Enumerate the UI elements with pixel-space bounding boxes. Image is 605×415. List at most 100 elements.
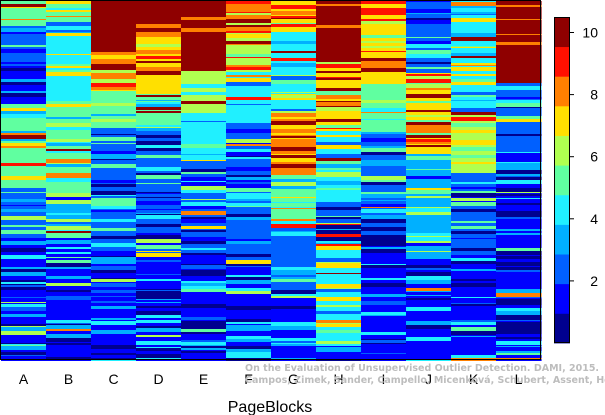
- heatmap-cell: [271, 263, 317, 267]
- heatmap-cell: [181, 84, 227, 88]
- heatmap-cell: [91, 270, 137, 273]
- heatmap-cell: [136, 119, 182, 123]
- heatmap-cell: [1, 320, 47, 324]
- heatmap-cell: [91, 6, 137, 7]
- heatmap-cell: [496, 316, 542, 320]
- heatmap-cell: [406, 50, 452, 54]
- heatmap-cell: [451, 66, 497, 67]
- heatmap-cell: [91, 45, 137, 48]
- heatmap-cell: [406, 252, 452, 254]
- heatmap-cell: [496, 199, 542, 203]
- heatmap-cell: [361, 323, 407, 327]
- heatmap-cell: [361, 182, 407, 185]
- heatmap-cell: [46, 179, 92, 182]
- heatmap-cell: [136, 12, 182, 15]
- heatmap-cell: [181, 270, 227, 272]
- heatmap-cell: [136, 222, 182, 224]
- heatmap-cell: [361, 297, 407, 301]
- heatmap-cell: [451, 85, 497, 88]
- heatmap-cell: [316, 20, 362, 22]
- heatmap-cell: [1, 227, 47, 229]
- heatmap-cell: [451, 331, 497, 334]
- heatmap-cell: [361, 264, 407, 265]
- heatmap-cell: [226, 111, 272, 112]
- heatmap-cell: [181, 28, 227, 32]
- heatmap-cell: [316, 107, 362, 111]
- heatmap-cell: [406, 233, 452, 236]
- heatmap-cell: [46, 283, 92, 286]
- colorbar-segment: [554, 76, 570, 107]
- heatmap-cell: [46, 263, 92, 267]
- heatmap-cell: [451, 151, 497, 155]
- heatmap-cell: [91, 171, 137, 172]
- colorbar-segment: [554, 46, 570, 77]
- heatmap-cell: [496, 94, 542, 97]
- heatmap-cell: [136, 20, 182, 24]
- heatmap-cell: [361, 60, 407, 61]
- heatmap-cell: [271, 139, 317, 143]
- heatmap-cell: [226, 11, 272, 12]
- heatmap-cell: [271, 44, 317, 48]
- heatmap-cell: [46, 269, 92, 271]
- heatmap-cell: [451, 2, 497, 6]
- heatmap-cell: [451, 229, 497, 231]
- heatmap-cell: [136, 265, 182, 268]
- heatmap-cell: [46, 310, 92, 314]
- heatmap-cell: [226, 226, 272, 229]
- heatmap-cell: [1, 108, 47, 111]
- heatmap-cell: [1, 195, 47, 199]
- heatmap-cell: [451, 213, 497, 215]
- heatmap-cell: [181, 321, 227, 323]
- heatmap-cell: [46, 26, 92, 28]
- heatmap-cell: [136, 290, 182, 291]
- heatmap-cell: [136, 125, 182, 127]
- heatmap-cell: [226, 244, 272, 245]
- heatmap-cell: [226, 105, 272, 109]
- heatmap-cell: [316, 149, 362, 151]
- heatmap-cell: [181, 22, 227, 23]
- heatmap-cell: [406, 231, 452, 233]
- heatmap-cell: [181, 58, 227, 62]
- heatmap-cell: [226, 157, 272, 159]
- heatmap-cell: [271, 338, 317, 341]
- heatmap-cell: [46, 206, 92, 210]
- heatmap-cell: [136, 320, 182, 323]
- heatmap-cell: [406, 251, 452, 252]
- heatmap-cell: [46, 41, 92, 45]
- heatmap-cell: [46, 7, 92, 8]
- heatmap-cell: [451, 6, 497, 8]
- heatmap-cell: [136, 279, 182, 281]
- heatmap-cell: [46, 139, 92, 142]
- heatmap-cell: [451, 197, 497, 198]
- heatmap-cell: [1, 41, 47, 45]
- heatmap-cell: [46, 169, 92, 173]
- heatmap-cell: [136, 281, 182, 282]
- heatmap-cell: [361, 282, 407, 283]
- heatmap-cell: [91, 84, 137, 87]
- heatmap-cell: [181, 7, 227, 9]
- heatmap-cell: [181, 122, 227, 126]
- heatmap-cell: [91, 154, 137, 157]
- heatmap-cell: [181, 50, 227, 54]
- heatmap-cell: [1, 267, 47, 269]
- heatmap-cell: [1, 311, 47, 314]
- heatmap-cell: [316, 51, 362, 54]
- heatmap-cell: [1, 173, 47, 174]
- heatmap-cell: [271, 202, 317, 203]
- heatmap-cell: [361, 353, 407, 354]
- heatmap-cell: [46, 276, 92, 279]
- heatmap-cell: [226, 51, 272, 54]
- heatmap-cell: [181, 342, 227, 345]
- heatmap-cell: [181, 199, 227, 200]
- heatmap-cell: [226, 114, 272, 117]
- heatmap-cell: [91, 76, 137, 77]
- heatmap-cell: [271, 15, 317, 16]
- heatmap-cell: [91, 355, 137, 358]
- heatmap-cell: [316, 73, 362, 74]
- heatmap-cell: [226, 193, 272, 195]
- heatmap-cell: [1, 290, 47, 294]
- heatmap-cell: [91, 257, 137, 258]
- heatmap-cell: [361, 332, 407, 335]
- heatmap-cell: [406, 179, 452, 183]
- heatmap-cell: [1, 1, 47, 4]
